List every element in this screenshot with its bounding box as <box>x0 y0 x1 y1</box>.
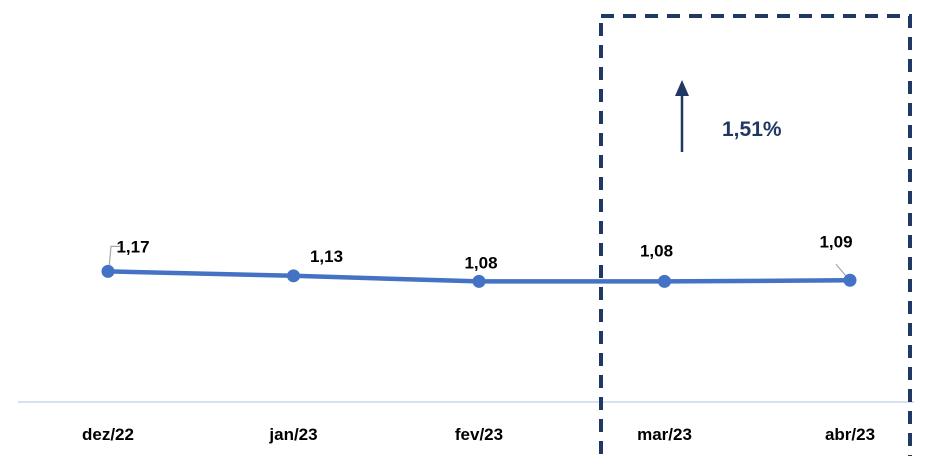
data-labels: 1,17 1,13 1,08 1,08 1,09 <box>116 232 852 272</box>
highlight-box <box>599 14 912 456</box>
annotation-text: 1,51% <box>722 118 782 141</box>
x-tick-label-abr/23: abr/23 <box>825 425 875 444</box>
x-tick-label-dez/22: dez/22 <box>82 425 134 444</box>
data-label-fev/23: 1,08 <box>464 253 497 272</box>
up-arrowhead-icon <box>675 80 689 96</box>
x-tick-label-jan/23: jan/23 <box>268 425 317 444</box>
data-point-abr/23 <box>843 273 857 287</box>
x-tick-label-fev/23: fev/23 <box>455 425 503 444</box>
leader-line-dez-22 <box>108 245 120 269</box>
data-point-dez/22 <box>101 264 115 278</box>
data-point-mar/23 <box>658 274 671 288</box>
x-tick-labels: dez/22 jan/23 fev/23 mar/23 abr/23 <box>82 425 875 444</box>
x-tick-label-mar/23: mar/23 <box>637 425 692 444</box>
leader-lines <box>108 245 848 278</box>
data-label-jan/23: 1,13 <box>310 247 343 266</box>
data-label-abr/23: 1,09 <box>819 232 852 251</box>
data-point-fev/23 <box>472 274 486 288</box>
data-point-jan/23 <box>287 269 300 283</box>
data-label-dez/22: 1,17 <box>116 237 149 256</box>
data-label-mar/23: 1,08 <box>640 241 673 260</box>
data-points <box>101 264 857 288</box>
leader-line-abr-23 <box>835 263 848 278</box>
